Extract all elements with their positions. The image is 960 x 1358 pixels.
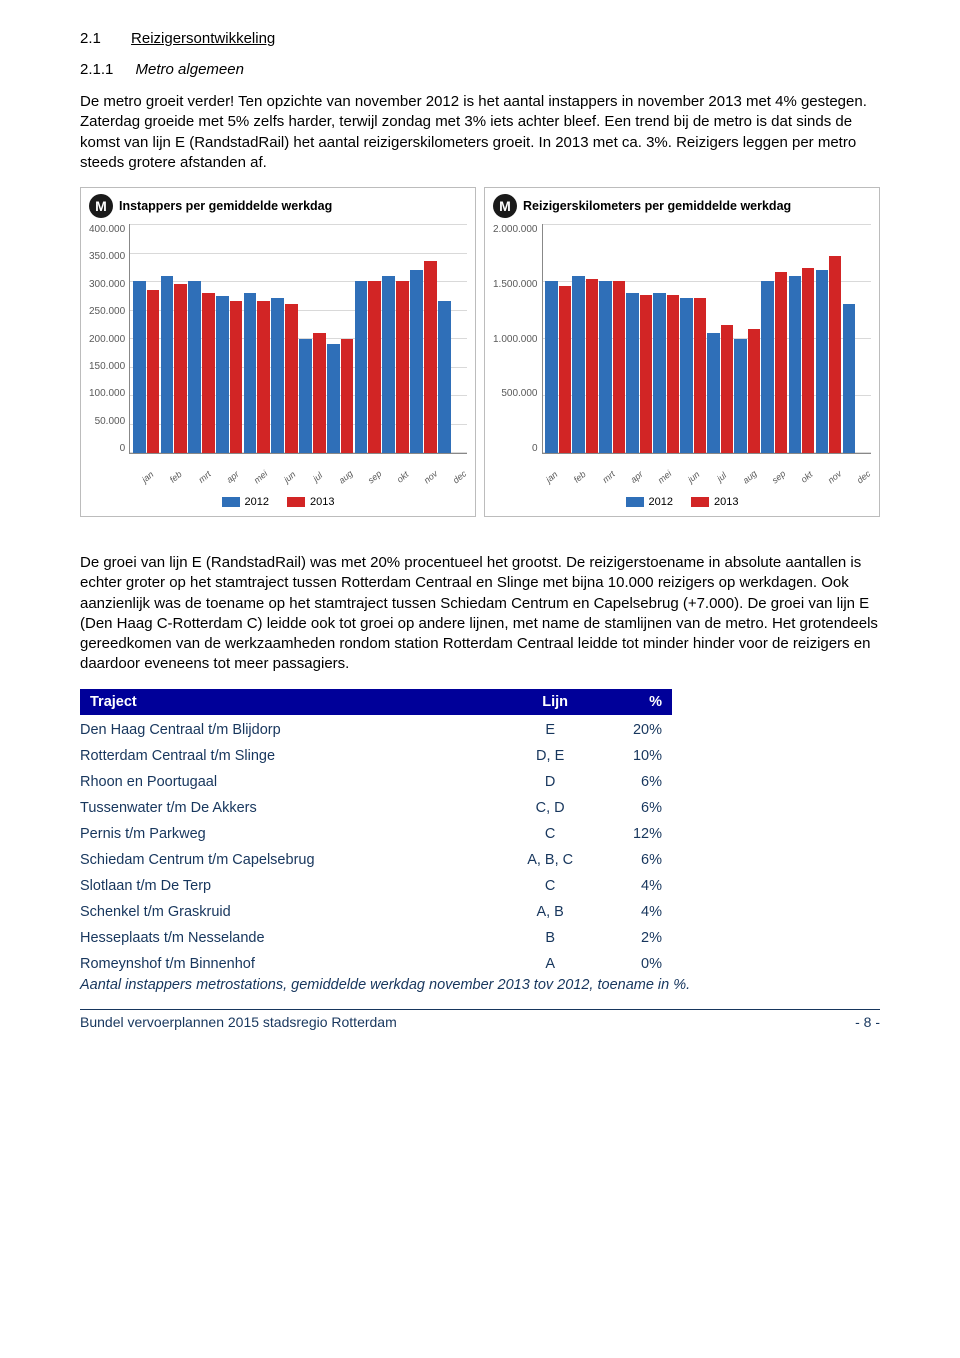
table-row: Pernis t/m ParkwegC12%	[80, 819, 672, 845]
table-row: Rhoon en PoortugaalD6%	[80, 767, 672, 793]
traject-table: Traject Lijn % Den Haag Centraal t/m Bli…	[80, 689, 672, 975]
table-row: Tussenwater t/m De AkkersC, D6%	[80, 793, 672, 819]
chart1-legend: 2012 2013	[89, 496, 467, 508]
legend-2012: 2012	[649, 496, 673, 508]
chart-instappers: M Instappers per gemiddelde werkdag 400.…	[80, 187, 476, 517]
chart2-y-axis: 2.000.0001.500.0001.000.000500.0000	[493, 224, 542, 454]
chart1-x-axis: janfebmrtaprmeijunjulaugsepoktnovdec	[89, 454, 467, 474]
table-row: Schiedam Centrum t/m CapelsebrugA, B, C6…	[80, 845, 672, 871]
metro-icon: M	[89, 194, 113, 218]
table-row: Schenkel t/m GraskruidA, B4%	[80, 897, 672, 923]
legend-2012: 2012	[245, 496, 269, 508]
chart1-y-axis: 400.000350.000300.000250.000200.000150.0…	[89, 224, 129, 454]
table-caption: Aantal instappers metrostations, gemidde…	[80, 977, 880, 993]
chart2-x-axis: janfebmrtaprmeijunjulaugsepoktnovdec	[493, 454, 871, 474]
footer-right: - 8 -	[855, 1014, 880, 1030]
section-heading: 2.1 Reizigersontwikkeling	[80, 30, 880, 47]
metro-icon: M	[493, 194, 517, 218]
page-footer: Bundel vervoerplannen 2015 stadsregio Ro…	[80, 1009, 880, 1030]
table-row: Hesseplaats t/m NesselandeB2%	[80, 923, 672, 949]
table-row: Den Haag Centraal t/m BlijdorpE20%	[80, 715, 672, 741]
chart1-plot-area	[129, 224, 467, 454]
subsection-title: Metro algemeen	[136, 61, 244, 78]
section-title: Reizigersontwikkeling	[131, 30, 275, 47]
chart2-plot-area	[542, 224, 872, 454]
th-lijn: Lijn	[506, 689, 604, 715]
table-row: Slotlaan t/m De TerpC4%	[80, 871, 672, 897]
legend-2013: 2013	[310, 496, 334, 508]
chart-reizigerskm: M Reizigerskilometers per gemiddelde wer…	[484, 187, 880, 517]
chart2-legend: 2012 2013	[493, 496, 871, 508]
footer-left: Bundel vervoerplannen 2015 stadsregio Ro…	[80, 1014, 397, 1030]
th-pct: %	[604, 689, 672, 715]
charts-row: M Instappers per gemiddelde werkdag 400.…	[80, 187, 880, 517]
chart2-title: Reizigerskilometers per gemiddelde werkd…	[523, 199, 791, 213]
paragraph-2: De groei van lijn E (RandstadRail) was m…	[80, 553, 880, 675]
section-number: 2.1	[80, 30, 101, 47]
subsection-number: 2.1.1	[80, 61, 113, 78]
table-row: Romeynshof t/m BinnenhofA0%	[80, 949, 672, 975]
table-row: Rotterdam Centraal t/m SlingeD, E10%	[80, 741, 672, 767]
subsection-heading: 2.1.1 Metro algemeen	[80, 61, 880, 78]
legend-2013: 2013	[714, 496, 738, 508]
chart1-title: Instappers per gemiddelde werkdag	[119, 199, 332, 213]
th-traject: Traject	[80, 689, 506, 715]
paragraph-1: De metro groeit verder! Ten opzichte van…	[80, 92, 880, 173]
